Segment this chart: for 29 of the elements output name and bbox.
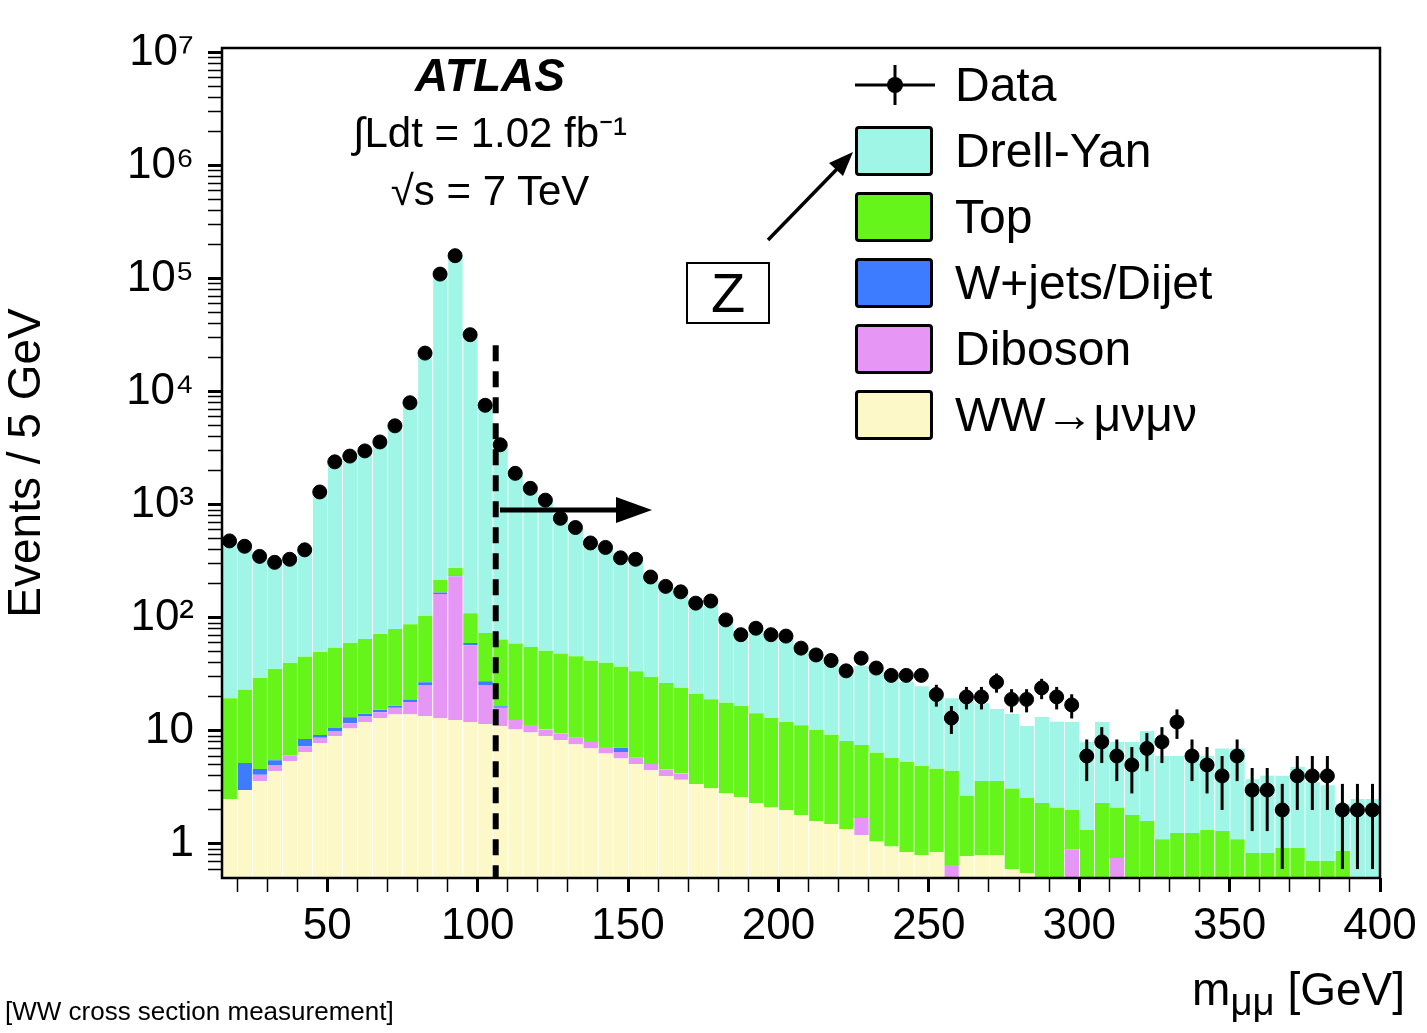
y-tick-label: 10⁴ — [126, 363, 194, 413]
y-tick-label: 10⁷ — [129, 24, 194, 74]
y-tick-label: 10 — [145, 703, 194, 753]
annotation: √s = 7 TeV — [390, 167, 590, 214]
y-tick-label: 10⁶ — [126, 137, 194, 187]
x-tick-label: 300 — [1042, 898, 1116, 948]
x-tick-label: 50 — [302, 898, 352, 948]
x-tick-label: 250 — [892, 898, 966, 948]
y-tick-label: 10² — [130, 590, 194, 640]
y-axis-title: Events / 5 GeV — [0, 308, 51, 618]
text: [WW cross section measurement] — [5, 996, 394, 1026]
x-tick-label: 100 — [440, 898, 515, 948]
legend-label: Top — [955, 190, 1033, 243]
legend-label: WW→μνμν — [955, 388, 1197, 441]
x-tick-label: 150 — [591, 898, 665, 948]
x-tick-label: 400 — [1343, 898, 1417, 948]
annotation: ∫Ldt = 1.02 fb⁻¹ — [352, 109, 628, 156]
legend-label: W+jets/Dijet — [955, 256, 1213, 309]
x-tick-label: 350 — [1192, 898, 1267, 948]
x-axis-title: m$_{μμ}$ [GeV] — [1192, 962, 1405, 1025]
y-tick-label: 10⁵ — [126, 250, 194, 300]
x-tick-label: 200 — [741, 898, 816, 948]
annotation: ATLAS — [415, 49, 565, 101]
y-tick-label: 1 — [169, 816, 194, 866]
legend-label: Drell-Yan — [955, 124, 1152, 177]
y-tick-label: 10³ — [130, 476, 194, 526]
legend-label: Diboson — [955, 322, 1132, 375]
legend-label: Data — [955, 58, 1057, 111]
annotation: Z — [686, 261, 770, 324]
